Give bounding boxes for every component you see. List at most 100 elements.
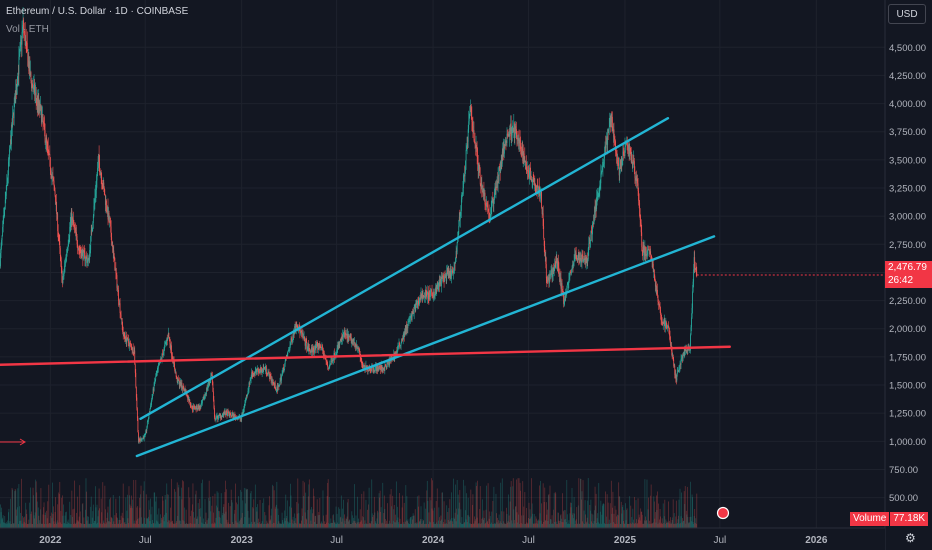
candle-body — [642, 245, 644, 256]
last-price-tag: 2,476.79 26:42 — [885, 261, 932, 288]
symbol-title[interactable]: Ethereum / U.S. Dollar · 1D · COINBASE — [6, 6, 189, 17]
volume-bar — [227, 522, 229, 528]
candle-body — [519, 139, 521, 147]
candle-body — [65, 261, 66, 263]
volume-bar — [207, 523, 209, 528]
volume-bar — [387, 503, 388, 528]
volume-bar — [45, 523, 47, 528]
volume-bar — [24, 516, 26, 528]
volume-bar — [502, 523, 504, 528]
volume-bar — [542, 523, 544, 528]
volume-bar — [625, 520, 627, 528]
volume-bar — [236, 522, 238, 528]
volume-bar — [521, 523, 523, 528]
volume-bar — [585, 514, 587, 528]
candle-body — [275, 388, 277, 391]
y-tick-label: 4,500.00 — [889, 43, 926, 54]
volume-bar — [376, 518, 378, 528]
candle-body — [588, 243, 590, 249]
volume-bar — [316, 499, 318, 528]
candle-body — [577, 255, 579, 256]
candle-body — [361, 365, 363, 366]
candle-body — [403, 331, 405, 337]
volume-bar — [47, 501, 49, 528]
candle-body — [433, 291, 435, 297]
volume-bar — [550, 519, 552, 528]
candle-body — [529, 170, 530, 179]
volume-bar — [185, 523, 186, 528]
candle-body — [184, 388, 185, 391]
volume-bar — [516, 512, 518, 528]
time-axis[interactable]: 2022 Jul 2023 Jul 2024 Jul 2025 Jul 2026 — [0, 527, 885, 550]
volume-bar — [594, 510, 595, 528]
candle-body — [620, 162, 622, 165]
candle-body — [629, 147, 631, 155]
volume-bar — [43, 502, 45, 528]
candle-body — [23, 29, 25, 32]
volume-bar — [567, 523, 569, 528]
gear-icon[interactable]: ⚙ — [905, 531, 916, 545]
volume-bar — [200, 483, 202, 528]
candle-body — [179, 384, 181, 386]
candle-body — [364, 365, 366, 370]
candle-body — [318, 343, 320, 349]
candle-body — [513, 122, 515, 138]
volume-bar — [593, 523, 594, 528]
volume-bar — [638, 514, 640, 528]
volume-bar — [486, 522, 488, 528]
candle-body — [189, 399, 191, 404]
volume-bar — [290, 495, 292, 528]
event-marker-icon — [716, 506, 730, 520]
volume-bar — [360, 520, 362, 528]
candle-body — [690, 327, 692, 335]
volume-bar — [96, 504, 98, 528]
volume-bar — [621, 513, 623, 528]
volume-bar — [509, 501, 511, 528]
candle-body — [462, 188, 464, 194]
candle-body — [233, 414, 235, 419]
candle-body — [653, 269, 655, 272]
candle-body — [276, 387, 278, 391]
candle-body — [331, 360, 333, 364]
candle-body — [490, 208, 492, 209]
volume-bar — [105, 523, 107, 528]
volume-bar — [307, 510, 309, 528]
candle-body — [171, 354, 173, 357]
candle-body — [535, 190, 537, 192]
candle-body — [517, 138, 519, 141]
candles[interactable] — [0, 7, 698, 445]
currency-button[interactable]: USD — [888, 4, 926, 24]
trendlines[interactable] — [0, 117, 885, 458]
candle-body — [551, 269, 553, 277]
candle-body — [247, 390, 249, 394]
volume-bar — [640, 511, 642, 528]
volume-bar — [512, 478, 514, 528]
candle-body — [168, 337, 170, 340]
volume-bar — [81, 504, 83, 528]
candle-body — [205, 393, 206, 396]
candle-body — [366, 366, 368, 368]
candle-body — [637, 183, 639, 191]
candle-body — [316, 344, 318, 345]
volume-bar — [643, 523, 645, 528]
volume-bar — [656, 510, 658, 528]
volume-bar — [234, 509, 236, 528]
volume-bar — [211, 505, 213, 528]
volume-bar — [2, 517, 4, 528]
volume-bar — [495, 523, 496, 528]
volume-bar — [470, 523, 472, 528]
candle-body — [550, 275, 551, 276]
candle-body — [510, 123, 512, 132]
volume-bar — [173, 524, 175, 528]
volume-bar — [588, 523, 590, 528]
volume-bar — [495, 493, 497, 528]
volume-bar — [447, 520, 449, 528]
volume-bar — [86, 491, 87, 528]
candle-body — [532, 179, 534, 181]
volume-bar — [395, 522, 397, 528]
volume-bar — [194, 517, 195, 528]
volume-bar — [557, 512, 559, 528]
volume-bar — [531, 503, 533, 528]
volume-bar — [14, 488, 16, 528]
